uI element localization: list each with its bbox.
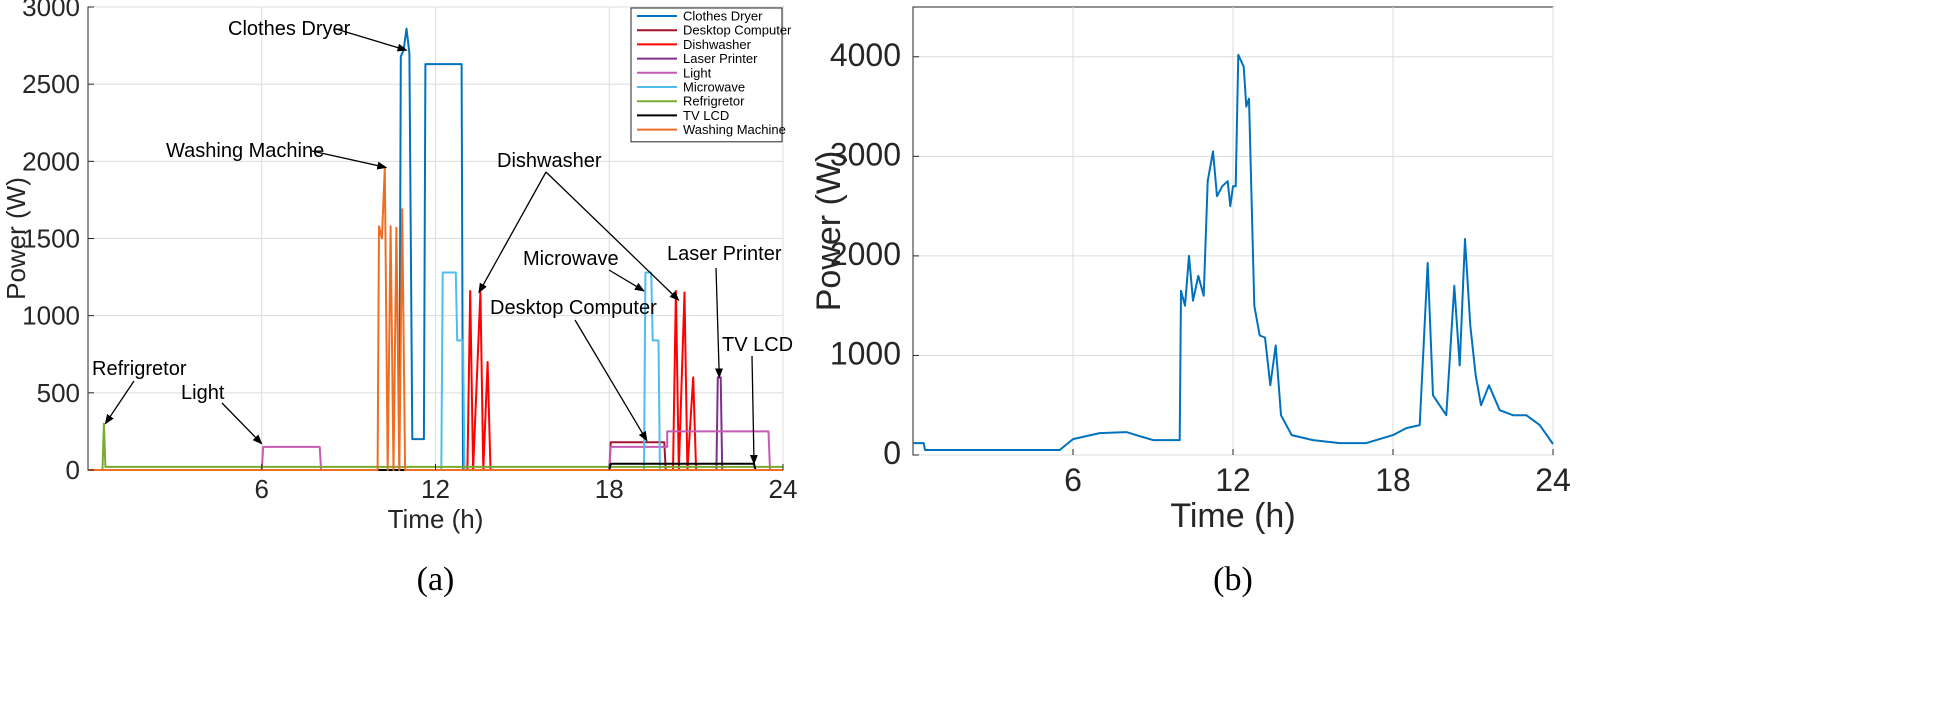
annotation-label-refrigretor: Refrigretor — [92, 358, 187, 380]
panel-a-x-tick-label: 24 — [769, 474, 798, 504]
legend-label-washing-machine: Washing Machine — [683, 122, 786, 137]
annotation-arrow-tv-lcd — [749, 355, 758, 465]
legend-label-laser-printer: Laser Printer — [683, 51, 758, 66]
annotation-arrow-dishwasher — [545, 171, 680, 301]
panel-a-y-tick-label: 1000 — [22, 301, 80, 331]
panel-a: 6 12 18 24 0 500 1000 1500 2000 2500 3000 Clothes … — [1, 0, 797, 598]
panel-a-y-tick-label: 0 — [66, 455, 80, 485]
legend-label-light: Light — [683, 65, 712, 80]
series-line-light — [88, 430, 783, 471]
series-line-clothes-dryer — [88, 27, 783, 471]
panel-b-caption: (b) — [1213, 561, 1253, 598]
series-line-washing-machine — [88, 166, 783, 471]
panel-a-caption: (a) — [417, 561, 455, 598]
panel-b-y-tick-label: 0 — [883, 435, 901, 471]
legend-label-refrigretor: Refrigretor — [683, 94, 745, 109]
panel-a-y-tick-label: 1500 — [22, 224, 80, 254]
annotation-label-laser-printer: Laser Printer — [667, 243, 782, 265]
panel-b-y-tick-label: 3000 — [830, 136, 901, 172]
panel-b-x-tick-label: 24 — [1535, 462, 1571, 498]
series-line-total — [913, 53, 1554, 451]
legend-label-microwave: Microwave — [683, 80, 745, 95]
panel-b-x-tick-label: 6 — [1064, 462, 1082, 498]
panel-a-x-tick-label: 12 — [421, 474, 450, 504]
annotation-arrow-light — [221, 402, 263, 445]
panel-a-ticks: 6 12 18 24 0 500 1000 1500 2000 2500 3000 — [22, 0, 797, 504]
panel-b-y-tick-label: 1000 — [830, 335, 901, 371]
panel-b-x-tick-label: 18 — [1375, 462, 1411, 498]
panel-b-ticks: 6 12 18 24 0 1000 2000 3000 4000 — [830, 37, 1571, 498]
panel-b-x-tick-label: 12 — [1215, 462, 1251, 498]
panel-a-annotations: Clothes Dryer Washing Machine Dishwasher Mi… — [92, 18, 793, 465]
annotation-arrow-clothes-dryer — [335, 28, 408, 52]
legend-label-tv-lcd: TV LCD — [683, 108, 729, 123]
legend-label-clothes-dryer: Clothes Dryer — [683, 9, 763, 24]
annotation-label-washing-machine: Washing Machine — [166, 140, 324, 162]
legend-label-desktop-computer: Desktop Computer — [683, 23, 792, 38]
panel-a-x-tick-label: 18 — [595, 474, 624, 504]
panel-a-y-tick-label: 2500 — [22, 69, 80, 99]
annotation-label-tv-lcd: TV LCD — [722, 334, 793, 356]
annotation-arrow-desktop-computer — [574, 319, 648, 442]
panel-a-x-axis-label: Time (h) — [388, 504, 484, 534]
panel-b-y-tick-label: 2000 — [830, 236, 901, 272]
legend-label-dishwasher: Dishwasher — [683, 37, 752, 52]
annotation-label-desktop-computer: Desktop Computer — [490, 297, 657, 319]
panel-b: 6 12 18 24 0 1000 2000 3000 4000 Time (h) Power … — [810, 6, 1571, 598]
panel-a-y-tick-label: 500 — [37, 378, 80, 408]
annotation-label-microwave: Microwave — [523, 248, 619, 270]
panel-b-x-axis-label: Time (h) — [1170, 497, 1295, 535]
panel-a-series-lines — [88, 27, 783, 471]
panel-b-y-tick-label: 4000 — [830, 37, 901, 73]
panel-a-y-tick-label: 2000 — [22, 146, 80, 176]
panel-a-y-axis-label: Power (W) — [1, 177, 31, 300]
panel-b-grid — [913, 7, 1554, 456]
panel-b-y-axis-label: Power (W) — [810, 151, 848, 312]
annotation-arrow-dishwasher — [478, 171, 547, 294]
panel-a-grid — [88, 6, 784, 471]
annotation-arrow-washing-machine — [311, 150, 388, 170]
annotation-arrow-microwave — [608, 269, 645, 292]
annotation-arrow-refrigretor — [104, 380, 135, 425]
annotation-label-dishwasher: Dishwasher — [497, 150, 602, 172]
annotation-label-clothes-dryer: Clothes Dryer — [228, 18, 351, 40]
panel-a-y-tick-label: 3000 — [22, 0, 80, 22]
panel-b-series-lines — [913, 53, 1554, 451]
annotation-arrow-laser-printer — [715, 267, 724, 379]
annotation-label-light: Light — [181, 382, 225, 404]
panel-a-x-tick-label: 6 — [255, 474, 269, 504]
